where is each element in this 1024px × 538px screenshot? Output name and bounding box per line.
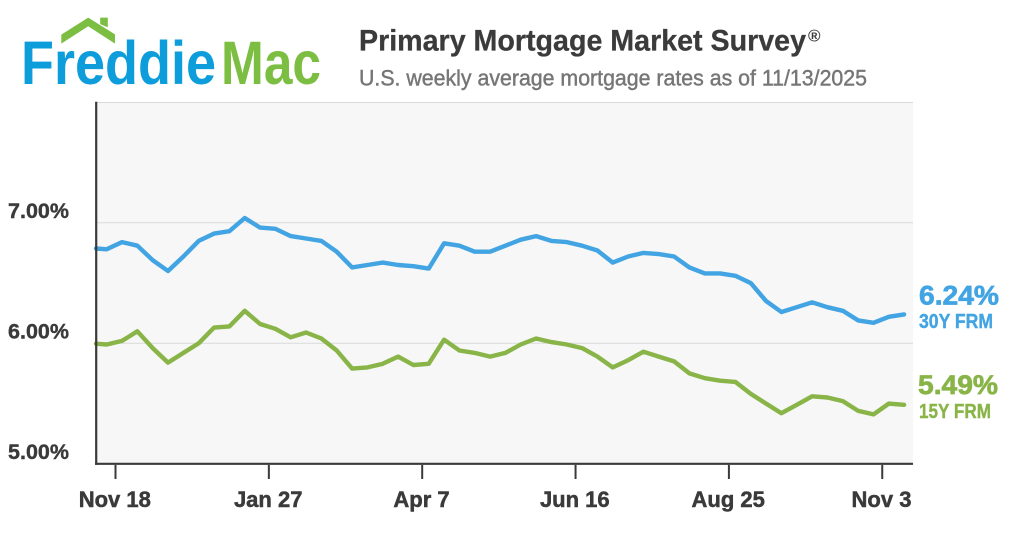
- svg-text:7.00%: 7.00%: [8, 199, 69, 223]
- svg-text:5.49%: 5.49%: [918, 370, 998, 400]
- svg-text:15Y FRM: 15Y FRM: [919, 400, 991, 423]
- svg-text:Nov 18: Nov 18: [79, 487, 151, 512]
- svg-text:U.S. weekly average mortgage r: U.S. weekly average mortgage rates as of…: [359, 66, 867, 91]
- svg-text:Jan 27: Jan 27: [234, 487, 303, 512]
- svg-text:Freddie: Freddie: [21, 29, 216, 97]
- svg-text:Primary Mortgage Market Survey: Primary Mortgage Market Survey: [359, 25, 806, 58]
- svg-text:Apr 7: Apr 7: [393, 487, 449, 512]
- svg-text:Mac: Mac: [221, 29, 321, 97]
- svg-text:Nov 3: Nov 3: [852, 487, 912, 512]
- svg-text:Aug 25: Aug 25: [692, 487, 765, 512]
- svg-text:®: ®: [808, 27, 821, 46]
- svg-text:6.00%: 6.00%: [8, 320, 69, 344]
- svg-text:5.00%: 5.00%: [8, 440, 69, 464]
- svg-text:6.24%: 6.24%: [919, 281, 999, 311]
- svg-text:Jun 16: Jun 16: [540, 487, 610, 512]
- svg-text:30Y FRM: 30Y FRM: [919, 310, 993, 333]
